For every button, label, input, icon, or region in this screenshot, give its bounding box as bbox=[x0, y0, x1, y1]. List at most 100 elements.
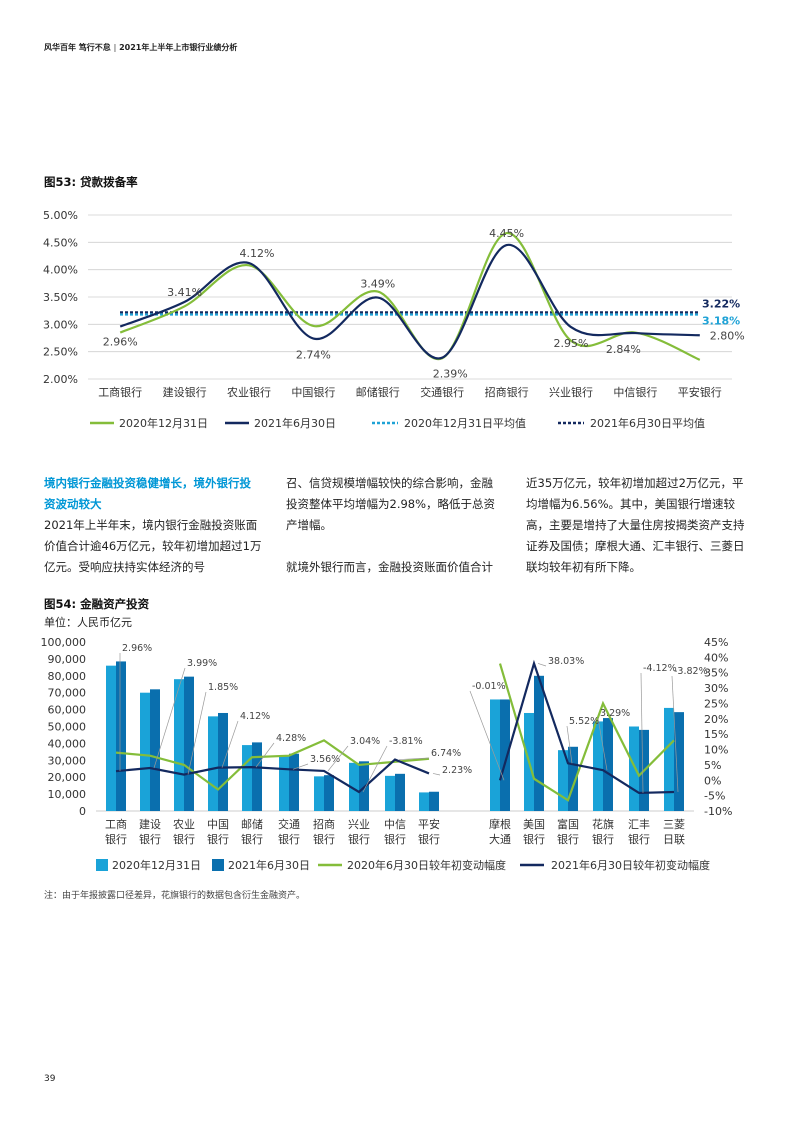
average-label-2020: 3.18% bbox=[702, 314, 740, 327]
x-tick-label: 中信银行 bbox=[613, 385, 657, 399]
data-label: 2.80% bbox=[710, 329, 745, 342]
data-label: 2.84% bbox=[606, 343, 641, 356]
paragraph: 就境外银行而言，金融投资账面价值合计 bbox=[286, 560, 493, 574]
y2-tick-label: 0% bbox=[704, 774, 721, 787]
legend-label-bar-2020: 2020年12月31日 bbox=[112, 858, 201, 872]
label-leader bbox=[221, 720, 239, 768]
data-label: -4.12% bbox=[643, 663, 677, 674]
data-label: 3.56% bbox=[310, 754, 340, 765]
x-tick-label: 中国 bbox=[207, 818, 229, 831]
change-line-2021 bbox=[498, 659, 675, 795]
bar-2020 bbox=[490, 699, 500, 811]
x-tick-label: 平安 bbox=[418, 817, 440, 831]
header-separator: | bbox=[113, 43, 117, 52]
y-tick-label: 90,000 bbox=[48, 653, 87, 666]
y-tick-label: 20,000 bbox=[48, 771, 87, 784]
average-label-2021: 3.22% bbox=[702, 297, 740, 310]
x-tick-label: 兴业 bbox=[348, 818, 370, 831]
text-column-3: 近35万亿元，较年初增加超过2万亿元，平均增幅为6.56%。其中，美国银行增速较… bbox=[526, 473, 748, 578]
y2-tick-label: 20% bbox=[704, 713, 728, 726]
header-title: 2021年上半年上市银行业绩分析 bbox=[119, 43, 238, 52]
financial-investment-chart: 100,000 90,000 80,000 70,000 60,000 50,000 40,… bbox=[41, 636, 733, 872]
x-tick-label: 中国银行 bbox=[291, 385, 335, 399]
legend-swatch-bar-2021 bbox=[212, 859, 224, 871]
legend-label-line-2021: 2021年6月30日较年初变动幅度 bbox=[551, 858, 710, 872]
x-tick-label: 银行 bbox=[105, 832, 127, 846]
label-leader bbox=[398, 757, 430, 760]
y2-tick-label: 10% bbox=[704, 744, 728, 757]
legend-swatch-bar-2020 bbox=[96, 859, 108, 871]
y2-tick-label: -10% bbox=[704, 805, 732, 818]
x-tick-label: 银行 bbox=[628, 832, 650, 846]
series-line-2021 bbox=[119, 243, 700, 360]
x-tick-label: 工商 bbox=[105, 817, 127, 831]
y2-tick-label: 40% bbox=[704, 651, 728, 664]
y2-tick-label: 45% bbox=[704, 636, 728, 649]
legend-label-2020: 2020年12月31日 bbox=[119, 416, 208, 430]
page-header: 风华百年 笃行不怠 | 2021年上半年上市银行业绩分析 bbox=[44, 42, 237, 53]
data-label: 5.52% bbox=[569, 716, 599, 727]
data-label: -0.01% bbox=[472, 681, 506, 692]
data-label: 2.96% bbox=[103, 336, 138, 349]
x-tick-label: 银行 bbox=[384, 832, 406, 846]
y-tick-label: 100,000 bbox=[41, 636, 87, 649]
bar-2020 bbox=[664, 707, 674, 811]
y-tick-label: 3.00% bbox=[43, 318, 78, 331]
x-tick-label: 银行 bbox=[592, 832, 614, 846]
y-tick-label: 80,000 bbox=[48, 670, 87, 683]
data-label: 2.95% bbox=[554, 337, 589, 350]
bar-2021 bbox=[674, 712, 684, 811]
page-number: 39 bbox=[44, 1074, 56, 1084]
x-tick-label: 招商银行 bbox=[485, 385, 529, 399]
bar-2020 bbox=[558, 750, 568, 811]
text-column-2: 召、信贷规模增幅较快的综合影响，金融投资整体平均增幅为2.98%，略低于总资产增… bbox=[286, 473, 502, 578]
legend-label-bar-2021: 2021年6月30日 bbox=[228, 858, 310, 872]
bar-2021 bbox=[289, 753, 299, 811]
section-heading: 境内银行金融投资稳健增长，境外银行投资波动较大 bbox=[44, 476, 251, 511]
x-tick-label: 银行 bbox=[139, 832, 161, 846]
label-leader bbox=[187, 691, 207, 775]
x-tick-label: 银行 bbox=[241, 832, 263, 846]
y-tick-label: 40,000 bbox=[48, 737, 87, 750]
x-tick-label: 花旗 bbox=[592, 817, 614, 831]
y2-tick-label: -5% bbox=[704, 790, 725, 803]
bar-2020 bbox=[279, 756, 289, 811]
label-leader bbox=[566, 725, 573, 764]
y2-tick-label: 30% bbox=[704, 682, 728, 695]
bar-2021 bbox=[218, 712, 228, 811]
x-tick-label: 银行 bbox=[207, 832, 229, 846]
x-tick-label: 银行 bbox=[557, 832, 579, 846]
label-leader bbox=[255, 742, 275, 768]
bar-2020 bbox=[208, 716, 218, 811]
x-tick-label: 三菱 bbox=[663, 818, 685, 831]
data-label: 4.12% bbox=[240, 247, 275, 260]
data-label: 1.85% bbox=[208, 682, 238, 693]
data-label: -3.81% bbox=[389, 736, 423, 747]
data-label: -3.82% bbox=[674, 666, 708, 677]
bar-2020 bbox=[349, 762, 359, 811]
y-tick-label: 4.50% bbox=[43, 236, 78, 249]
x-tick-label: 工商银行 bbox=[98, 385, 142, 399]
fig54-unit: 单位：人民币亿元 bbox=[44, 616, 132, 629]
paragraph: 2021年上半年末，境内银行金融投资账面价值合计逾46万亿元，较年初增加超过1万… bbox=[44, 518, 262, 574]
bar-2021 bbox=[395, 773, 405, 811]
data-label: 3.29% bbox=[600, 708, 630, 719]
paragraph: 近35万亿元，较年初增加超过2万亿元，平均增幅为6.56%。其中，美国银行增速较… bbox=[526, 476, 745, 574]
change-line-2020 bbox=[115, 739, 430, 791]
bar-2020 bbox=[140, 692, 150, 811]
bar-2020 bbox=[419, 792, 429, 811]
x-tick-label: 建设银行 bbox=[163, 385, 207, 399]
x-tick-label: 平安银行 bbox=[678, 385, 722, 399]
x-tick-label: 银行 bbox=[173, 832, 195, 846]
x-tick-label: 摩根 bbox=[489, 817, 511, 831]
bar-2020 bbox=[242, 745, 252, 811]
label-leader bbox=[671, 675, 679, 793]
bar-2020 bbox=[385, 775, 395, 811]
bar-2021 bbox=[184, 676, 194, 811]
x-tick-label: 日联 bbox=[663, 833, 685, 846]
data-label: 3.49% bbox=[360, 278, 395, 291]
text-column-1: 境内银行金融投资稳健增长，境外银行投资波动较大 2021年上半年末，境内银行金融… bbox=[44, 473, 262, 578]
bar-2020 bbox=[106, 665, 116, 811]
x-tick-label: 富国 bbox=[557, 817, 579, 831]
bar-2020 bbox=[314, 776, 324, 811]
